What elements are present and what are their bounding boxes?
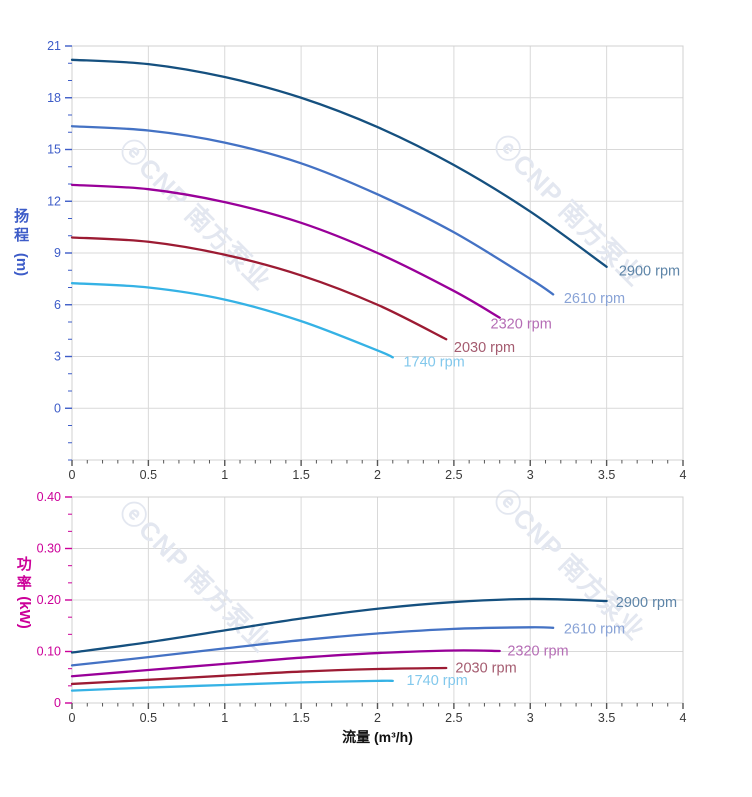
x-tick-label: 0 <box>69 468 76 482</box>
curve-label-1740-rpm: 1740 rpm <box>407 673 468 689</box>
y-tick-label: 18 <box>47 91 61 105</box>
x-tick-label: 3.5 <box>598 711 615 725</box>
curve-label-2610-rpm: 2610 rpm <box>564 291 625 307</box>
cnp-watermark: ⓔCNP 南方泵业 <box>114 133 277 296</box>
x-tick-label: 0.5 <box>140 711 157 725</box>
x-tick-label: 3 <box>527 711 534 725</box>
curve-2030-rpm <box>70 236 448 341</box>
power-axis-label-char2: 率 <box>16 575 32 592</box>
cnp-watermark: ⓔCNP 南方泵业 <box>114 495 277 658</box>
curve-2900-rpm <box>70 597 608 654</box>
flow-axis-label: 流量 (m³/h) <box>342 729 413 745</box>
y-tick-label: 0 <box>54 401 61 415</box>
head-axis-unit: (m) <box>13 252 31 277</box>
x-tick-label: 2 <box>374 468 381 482</box>
curve-2320-rpm <box>70 183 501 319</box>
y-tick-label: 0.20 <box>37 593 61 607</box>
curve-2610-rpm <box>70 626 555 667</box>
x-tick-label: 0.5 <box>140 468 157 482</box>
y-tick-label: 0 <box>54 696 61 710</box>
head-axis-label-char2: 程 <box>14 227 30 244</box>
x-tick-label: 1 <box>221 711 228 725</box>
curve-label-2030-rpm: 2030 rpm <box>454 340 515 356</box>
y-tick-label: 0.40 <box>37 490 61 504</box>
curve-label-2900-rpm: 2900 rpm <box>619 263 680 279</box>
x-tick-label: 1 <box>221 468 228 482</box>
x-tick-label: 2.5 <box>445 711 462 725</box>
x-tick-label: 0 <box>69 711 76 725</box>
curve-label-2900-rpm: 2900 rpm <box>616 595 677 611</box>
head-axis-label-char1: 扬 <box>14 208 30 225</box>
y-tick-label: 6 <box>54 298 61 312</box>
curve-2320-rpm <box>70 649 501 678</box>
curve-label-2320-rpm: 2320 rpm <box>491 317 552 333</box>
x-tick-label: 3 <box>527 468 534 482</box>
curve-label-1740-rpm: 1740 rpm <box>403 355 464 371</box>
curve-1740-rpm <box>70 282 394 359</box>
y-tick-label: 0.10 <box>37 645 61 659</box>
head-axis-label: 扬 程 (m) <box>10 208 33 277</box>
y-tick-label: 9 <box>54 246 61 260</box>
y-tick-label: 15 <box>47 143 61 157</box>
y-tick-label: 0.30 <box>37 542 61 556</box>
curve-2900-rpm <box>70 58 608 268</box>
x-tick-label: 1.5 <box>292 711 309 725</box>
curve-2610-rpm <box>70 125 555 296</box>
x-tick-label: 2.5 <box>445 468 462 482</box>
y-tick-label: 12 <box>47 194 61 208</box>
y-tick-label: 21 <box>47 39 61 53</box>
power-axis-label: 功 率 (kW) <box>8 556 41 629</box>
x-tick-label: 2 <box>374 711 381 725</box>
curve-label-2610-rpm: 2610 rpm <box>564 621 625 637</box>
power-axis-label-char1: 功 <box>16 556 32 573</box>
x-tick-label: 4 <box>680 468 687 482</box>
x-tick-label: 1.5 <box>292 468 309 482</box>
curve-1740-rpm <box>70 679 394 692</box>
x-tick-label: 4 <box>680 711 687 725</box>
y-tick-label: 3 <box>54 350 61 364</box>
power-axis-unit: (kW) <box>15 596 33 629</box>
x-tick-label: 3.5 <box>598 468 615 482</box>
curve-label-2030-rpm: 2030 rpm <box>455 660 516 676</box>
curve-2030-rpm <box>70 666 448 686</box>
curve-label-2320-rpm: 2320 rpm <box>507 643 568 659</box>
